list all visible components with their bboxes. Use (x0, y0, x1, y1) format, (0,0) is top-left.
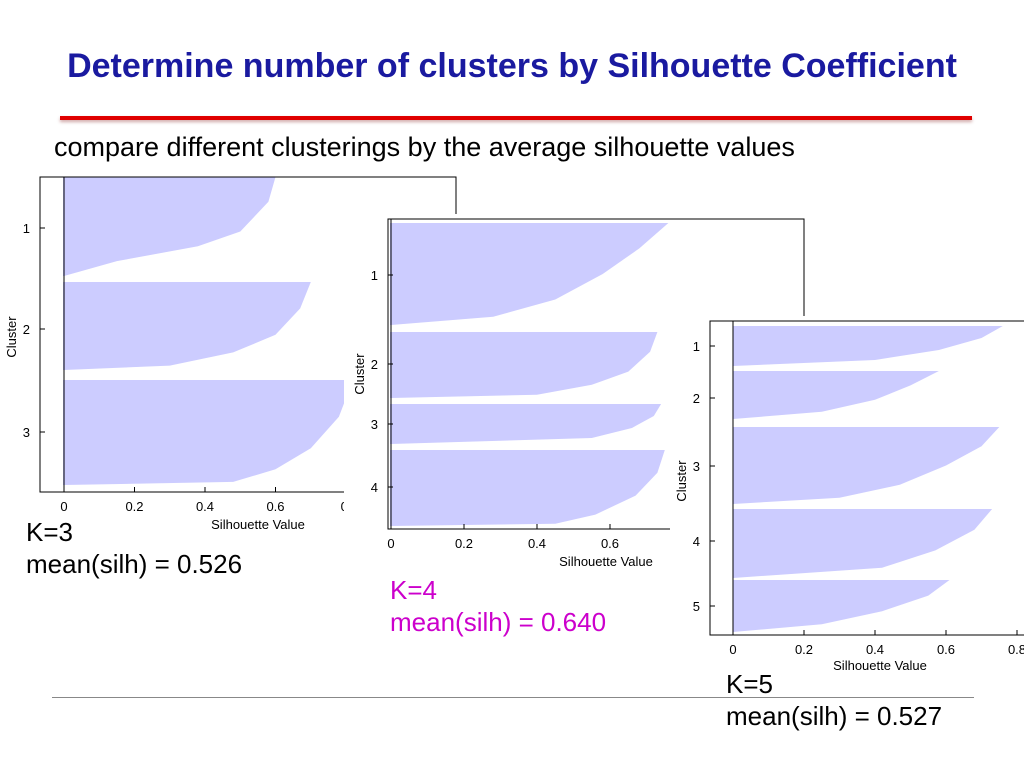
k4-caption: K=4 mean(silh) = 0.640 (390, 574, 606, 638)
slide-title: Determine number of clusters by Silhouet… (67, 47, 957, 85)
y-axis-label: Cluster (674, 460, 689, 502)
cluster-label: 1 (371, 268, 378, 283)
x-tick-label: 0 (729, 642, 736, 657)
cluster-label: 1 (23, 221, 30, 236)
x-tick-label: 0.8 (1008, 642, 1024, 657)
silhouette-bar-cluster-4 (390, 450, 665, 526)
x-tick-label: 0.2 (125, 499, 143, 514)
cluster-label: 1 (693, 339, 700, 354)
cluster-label: 3 (693, 459, 700, 474)
y-axis-label: Cluster (352, 353, 367, 395)
silhouette-bar-cluster-3 (390, 404, 662, 444)
cluster-label: 3 (23, 425, 30, 440)
cluster-label: 4 (693, 534, 700, 549)
silhouette-plot-k5: 0 0.2 0.4 0.6 0.8 1 2 3 4 5 Silhouette Value Cluste… (670, 316, 1024, 680)
silhouette-bar-cluster-1 (63, 177, 276, 276)
silhouette-bar-cluster-4 (733, 509, 993, 578)
cluster-label: 4 (371, 480, 378, 495)
cluster-label: 2 (23, 322, 30, 337)
x-tick-label: 0.4 (866, 642, 884, 657)
k3-mean-silhouette: mean(silh) = 0.526 (26, 549, 243, 579)
x-tick-label: 0.6 (937, 642, 955, 657)
silhouette-bar-cluster-2 (63, 282, 311, 370)
x-tick-label: 0.4 (528, 536, 546, 551)
plot-frame (709, 320, 1024, 636)
k5-mean-silhouette: mean(silh) = 0.527 (726, 701, 943, 731)
x-axis-label: Silhouette Value (559, 554, 653, 569)
slide-subtitle: compare different clusterings by the ave… (54, 132, 795, 162)
x-tick-label: 0.2 (795, 642, 813, 657)
silhouette-bar-cluster-5 (733, 580, 950, 632)
y-axis-label: Cluster (4, 316, 19, 358)
x-tick-label: 0 (60, 499, 67, 514)
x-axis-label: Silhouette Value (211, 517, 305, 532)
k4-label: K=4 (390, 575, 437, 605)
k3-caption: K=3 mean(silh) = 0.526 (26, 516, 242, 580)
x-tick-label: 0.2 (455, 536, 473, 551)
cluster-label: 5 (693, 599, 700, 614)
silhouette-bar-cluster-2 (390, 332, 658, 398)
silhouette-bar-cluster-3 (63, 380, 353, 485)
x-tick-label: 0 (387, 536, 394, 551)
silhouette-bar-cluster-2 (733, 371, 939, 419)
footer-divider (52, 697, 974, 698)
cluster-label: 2 (371, 357, 378, 372)
x-axis-label: Silhouette Value (833, 658, 927, 673)
silhouette-bar-cluster-3 (733, 427, 1000, 504)
k4-mean-silhouette: mean(silh) = 0.640 (390, 607, 607, 637)
k5-label: K=5 (726, 669, 773, 699)
k5-caption: K=5 mean(silh) = 0.527 (726, 668, 942, 732)
cluster-label: 3 (371, 417, 378, 432)
silhouette-bar-cluster-1 (390, 223, 669, 325)
title-divider (60, 116, 972, 120)
silhouette-bar-cluster-1 (733, 326, 1003, 366)
x-tick-label: 0.6 (601, 536, 619, 551)
cluster-label: 2 (693, 391, 700, 406)
k3-label: K=3 (26, 517, 73, 547)
x-tick-label: 0.4 (196, 499, 214, 514)
x-tick-label: 0.6 (266, 499, 284, 514)
